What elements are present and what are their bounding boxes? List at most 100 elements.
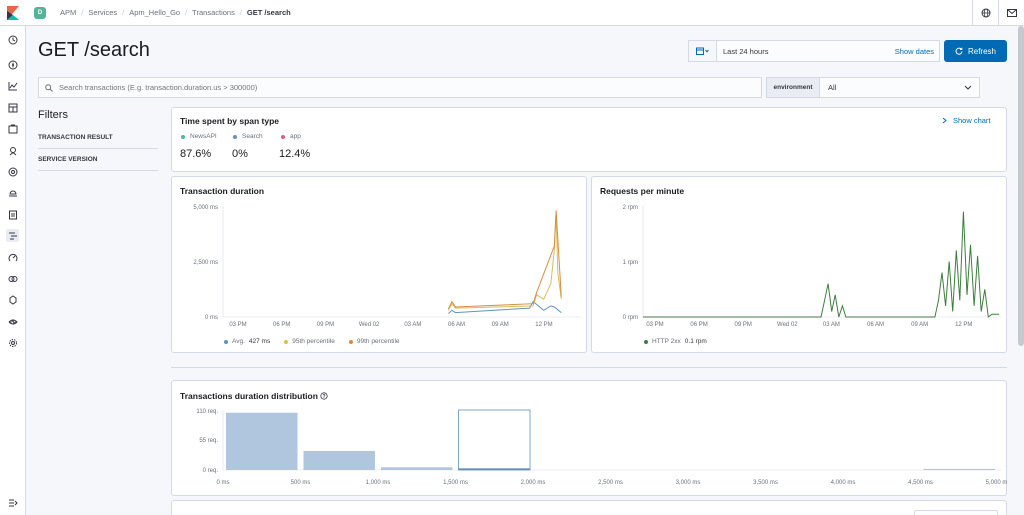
- legend-p95-name: 95th percentile: [292, 338, 335, 345]
- maps-icon[interactable]: [6, 144, 19, 157]
- section-divider: [171, 367, 1007, 368]
- span-name: Search: [242, 133, 263, 140]
- histogram-bar[interactable]: [303, 450, 376, 470]
- side-navigation: [0, 26, 26, 515]
- page-scrollbar[interactable]: [1018, 26, 1024, 346]
- breadcrumb-current: GET /search: [246, 8, 291, 17]
- histogram-bar[interactable]: [381, 467, 453, 470]
- environment-label: environment: [767, 78, 820, 97]
- legend-http2xx-value: 0.1 rpm: [684, 338, 707, 345]
- transactions-table-panel: [171, 500, 1007, 515]
- compass-icon[interactable]: [6, 58, 19, 71]
- x-tick-label: Wed 02: [359, 322, 380, 328]
- top-navigation-bar: D APM / Services / Apm_Hello_Go / Transa…: [0, 0, 1024, 26]
- span-value-search: 0%: [232, 148, 248, 160]
- requests-per-minute-chart[interactable]: 2 rpm 1 rpm 0 rpm 03 PM 06 PM 09 PM Wed 02 0…: [591, 196, 1007, 331]
- requests-per-minute-panel: [591, 176, 1007, 353]
- breadcrumb-apm[interactable]: APM: [60, 8, 77, 17]
- space-avatar[interactable]: D: [34, 6, 46, 19]
- svg-text:?: ?: [323, 394, 326, 400]
- breadcrumb-separator: /: [81, 8, 84, 17]
- span-legend-app: app: [281, 133, 301, 140]
- show-chart-label: Show chart: [953, 116, 991, 125]
- infrastructure-icon[interactable]: [6, 186, 19, 199]
- chevron-down-icon: [964, 83, 972, 92]
- span-value-app: 12.4%: [279, 148, 311, 160]
- y-tick-label: 0 req.: [203, 468, 219, 474]
- x-tick-label: 09 PM: [735, 322, 752, 328]
- distribution-chart-title: Transactions duration distribution ?: [180, 391, 328, 401]
- uptime-icon[interactable]: [6, 251, 19, 264]
- search-bar[interactable]: [38, 77, 762, 98]
- x-tick-label: 03 PM: [646, 322, 663, 328]
- show-dates-link[interactable]: Show dates: [894, 46, 934, 56]
- filter-transaction-result[interactable]: TRANSACTION RESULT: [38, 134, 158, 149]
- ml-icon[interactable]: [6, 165, 19, 178]
- management-gear-icon[interactable]: [6, 336, 19, 349]
- histogram-bar[interactable]: [226, 412, 298, 470]
- series-line-http-2xx: [643, 211, 999, 318]
- dashboard-icon[interactable]: [6, 101, 19, 114]
- p99-legend-dot: [348, 339, 353, 344]
- x-tick-label: 03 AM: [404, 322, 421, 328]
- x-tick-label: 03 AM: [823, 322, 840, 328]
- help-globe-icon[interactable]: [972, 0, 998, 26]
- duration-legend: Avg. 427 ms 95th percentile 99th percent…: [224, 338, 400, 345]
- mail-icon[interactable]: [998, 0, 1024, 26]
- siem-icon[interactable]: [6, 272, 19, 285]
- newsapi-dot: [181, 134, 185, 139]
- logs-icon[interactable]: [6, 208, 19, 221]
- breadcrumb-separator: /: [239, 8, 242, 17]
- duration-distribution-chart[interactable]: 110 req. 55 req. 0 req. 0 ms 500 ms 1,000 …: [171, 400, 1007, 492]
- legend-avg-name: Avg.: [232, 338, 245, 345]
- canvas-icon[interactable]: [6, 122, 19, 135]
- selected-histogram-bar[interactable]: [458, 468, 531, 470]
- transaction-duration-panel: [171, 176, 587, 353]
- breadcrumb-separator: /: [122, 8, 125, 17]
- series-line-avg-: [448, 300, 562, 315]
- x-tick-label: 1,000 ms: [366, 480, 391, 486]
- duration-chart-title: Transaction duration: [180, 186, 265, 196]
- x-tick-label: 09 PM: [317, 322, 334, 328]
- filter-service-version[interactable]: SERVICE VERSION: [38, 156, 158, 171]
- date-range-label[interactable]: Last 24 hours: [723, 46, 769, 56]
- breadcrumb-service-name[interactable]: Apm_Hello_Go: [129, 8, 181, 17]
- span-value-newsapi: 87.6%: [180, 148, 212, 160]
- x-tick-label: 3,500 ms: [753, 480, 778, 486]
- x-tick-label: Wed 02: [777, 322, 798, 328]
- x-tick-label: 4,500 ms: [908, 480, 933, 486]
- clock-icon[interactable]: [6, 33, 19, 46]
- collapse-menu-icon[interactable]: [6, 496, 19, 509]
- environment-select[interactable]: environment All: [766, 77, 980, 98]
- calendar-icon: [695, 47, 709, 55]
- rpm-legend: HTTP 2xx 0.1 rpm: [644, 338, 707, 345]
- environment-value[interactable]: All: [828, 83, 837, 92]
- info-icon[interactable]: ?: [320, 392, 328, 400]
- x-tick-label: 06 PM: [690, 322, 707, 328]
- histogram-bar[interactable]: [923, 468, 996, 470]
- x-tick-label: 06 PM: [273, 322, 290, 328]
- x-tick-label: 2,000 ms: [521, 480, 546, 486]
- duration-distribution-panel: [171, 380, 1007, 496]
- dev-tools-icon[interactable]: [6, 293, 19, 306]
- app-dot: [281, 134, 285, 139]
- quick-menu-button[interactable]: [689, 41, 717, 61]
- breadcrumb-services[interactable]: Services: [88, 8, 118, 17]
- show-chart-button[interactable]: Show chart: [942, 116, 991, 125]
- kibana-logo-icon[interactable]: [0, 0, 26, 26]
- y-tick-label: 0 rpm: [623, 315, 638, 321]
- breadcrumb-transactions[interactable]: Transactions: [192, 8, 235, 17]
- transaction-duration-chart[interactable]: 5,000 ms 2,500 ms 0 ms 03 PM 06 PM 09 PM We…: [171, 196, 587, 331]
- selected-bucket-outline[interactable]: [458, 409, 531, 471]
- search-input[interactable]: [59, 83, 739, 92]
- span-name: NewsAPI: [190, 133, 217, 140]
- legend-p99-name: 99th percentile: [356, 338, 400, 345]
- visualize-icon[interactable]: [6, 79, 19, 92]
- series-line-99th-percentile: [447, 210, 562, 310]
- date-picker[interactable]: Last 24 hours Show dates: [688, 40, 940, 62]
- table-action-button[interactable]: [914, 510, 998, 515]
- refresh-button[interactable]: Refresh: [944, 40, 1007, 62]
- apm-icon[interactable]: [6, 229, 19, 242]
- span-type-panel: [171, 107, 1007, 172]
- monitoring-icon[interactable]: [6, 315, 19, 328]
